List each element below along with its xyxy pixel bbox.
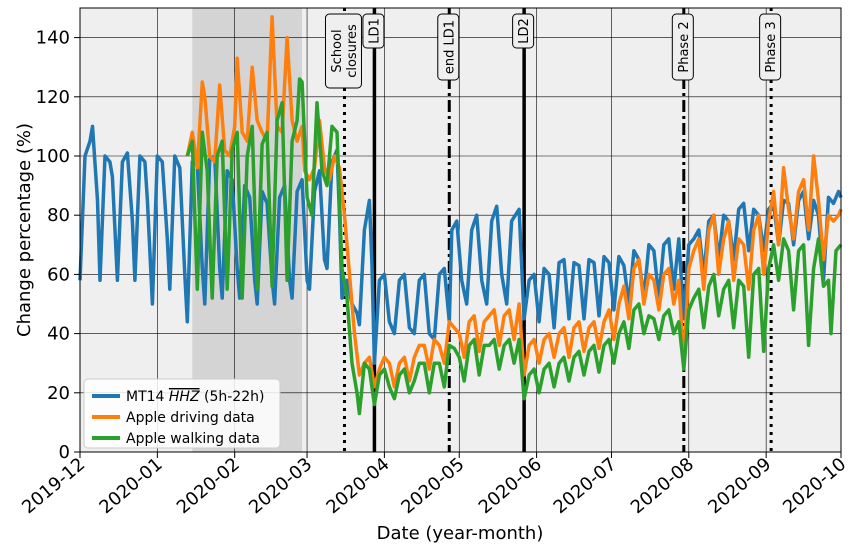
series-lines bbox=[78, 15, 843, 416]
event-label: LD1 bbox=[367, 18, 382, 44]
event-label: end LD1 bbox=[442, 20, 457, 74]
event-label-box bbox=[759, 13, 782, 81]
legend-label: Apple driving data bbox=[126, 410, 255, 426]
legend-label: MT14 HHZ (5h-22h) bbox=[126, 389, 264, 405]
event-label-box bbox=[324, 13, 362, 89]
event-markers: School closures LD1 end LD1 LD2 Phase 2 Phase … bbox=[324, 8, 782, 452]
event-label-box bbox=[437, 13, 460, 81]
y-tick-label: 40 bbox=[47, 324, 70, 345]
x-tick-label: 2020-02 bbox=[173, 454, 244, 518]
y-tick-label: 60 bbox=[47, 264, 70, 285]
event-label: Phase 2 bbox=[677, 21, 692, 72]
y-tick-label: 140 bbox=[36, 28, 70, 49]
y-tick-label: 100 bbox=[36, 146, 70, 167]
x-tick-label: 2020-04 bbox=[322, 454, 393, 518]
legend-box bbox=[83, 378, 281, 449]
y-tick-label: 20 bbox=[47, 383, 70, 404]
legend-label: Apple walking data bbox=[126, 431, 260, 447]
x-tick-label: 2020-10 bbox=[779, 454, 850, 518]
x-tick-label: 2020-05 bbox=[397, 454, 468, 518]
series-line bbox=[185, 77, 843, 416]
event-label-box bbox=[512, 13, 535, 49]
y-axis-label: Change percentage (%) bbox=[14, 123, 35, 337]
x-tick-label: 2020-01 bbox=[95, 454, 166, 518]
series-line bbox=[185, 15, 843, 389]
x-tick-label: 2019-12 bbox=[18, 454, 89, 518]
legend: MT14 HHZ (5h-22h) Apple driving data Apple… bbox=[83, 378, 281, 449]
x-tick-label: 2020-03 bbox=[245, 454, 316, 518]
plot-frame bbox=[79, 7, 842, 453]
event-label: School bbox=[330, 29, 345, 72]
x-tick-label: 2020-07 bbox=[550, 454, 621, 518]
event-label: LD2 bbox=[517, 18, 532, 44]
y-tick-label: 80 bbox=[47, 205, 70, 226]
y-tick-label: 120 bbox=[36, 87, 70, 108]
x-tick-label: 2020-08 bbox=[627, 454, 698, 518]
x-tick-label: 2020-06 bbox=[475, 454, 546, 518]
event-label-box bbox=[671, 13, 694, 81]
event-label: closures bbox=[345, 24, 360, 78]
y-tick-label: 0 bbox=[59, 442, 70, 463]
x-tick-label: 2020-09 bbox=[704, 454, 775, 518]
event-label: Phase 3 bbox=[764, 21, 779, 72]
x-axis-label: Date (year-month) bbox=[377, 523, 544, 544]
event-label-box bbox=[362, 13, 385, 49]
